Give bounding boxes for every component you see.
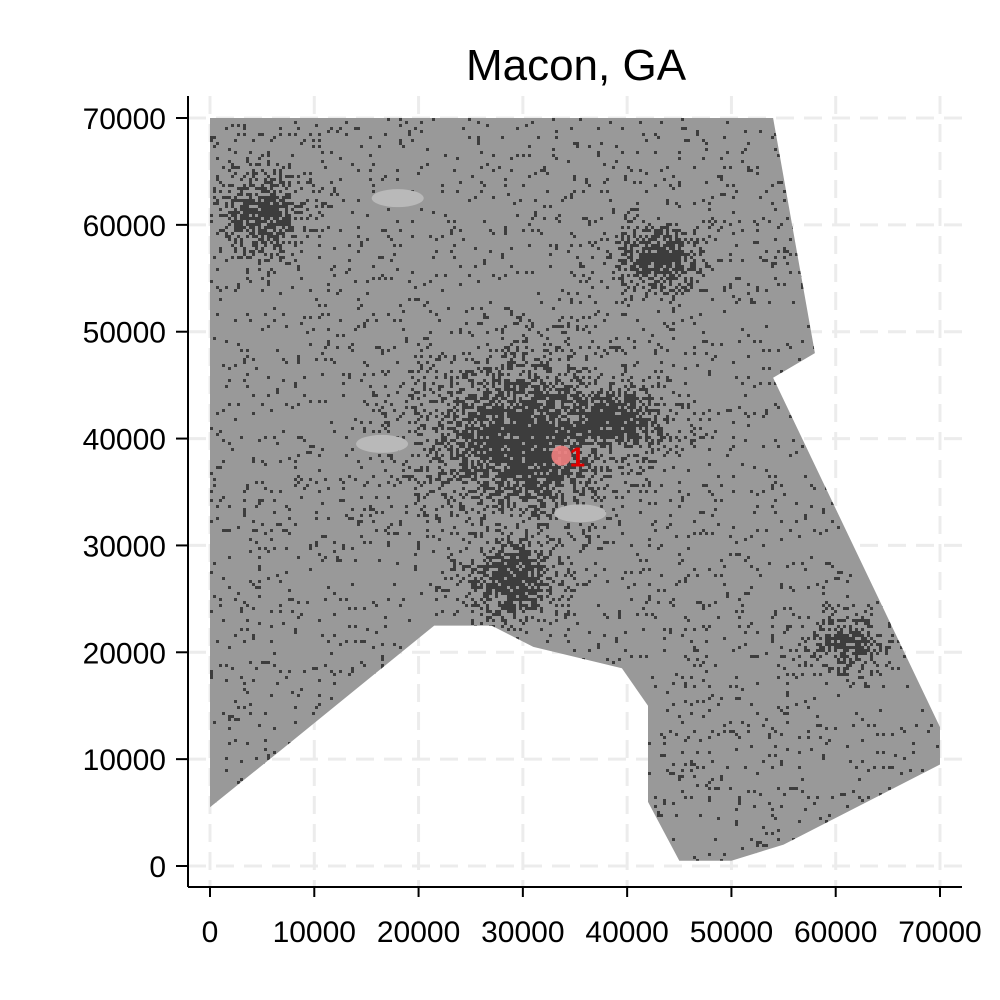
x-tick-label-7: 70000	[898, 916, 981, 949]
y-tick-label-2: 20000	[83, 637, 166, 670]
map-title: Macon, GA	[466, 41, 687, 90]
x-tick-label-2: 20000	[377, 916, 460, 949]
location-marker: 1	[551, 442, 585, 473]
x-tick-label-0: 0	[202, 916, 219, 949]
y-tick-label-4: 40000	[83, 424, 166, 457]
x-tick-label-3: 30000	[481, 916, 564, 949]
light-patch-0	[371, 189, 424, 208]
axes: 0 10000 20000 30000 40000 50000 60000 70000 0 100…	[83, 96, 982, 949]
y-tick-label-0: 0	[149, 851, 166, 884]
y-tick-label-5: 50000	[83, 317, 166, 350]
x-tick-label-6: 60000	[794, 916, 877, 949]
y-tick-label-3: 30000	[83, 530, 166, 563]
x-tick-label-5: 50000	[690, 916, 773, 949]
x-tick-label-1: 10000	[273, 916, 356, 949]
marker-label: 1	[569, 442, 585, 473]
y-tick-label-1: 10000	[83, 744, 166, 777]
light-patch-2	[356, 434, 409, 453]
y-tick-label-7: 70000	[83, 103, 166, 136]
x-tick-label-4: 40000	[585, 916, 668, 949]
y-tick-label-6: 60000	[83, 210, 166, 243]
light-patch-1	[554, 504, 607, 523]
marker-dot	[551, 445, 572, 466]
